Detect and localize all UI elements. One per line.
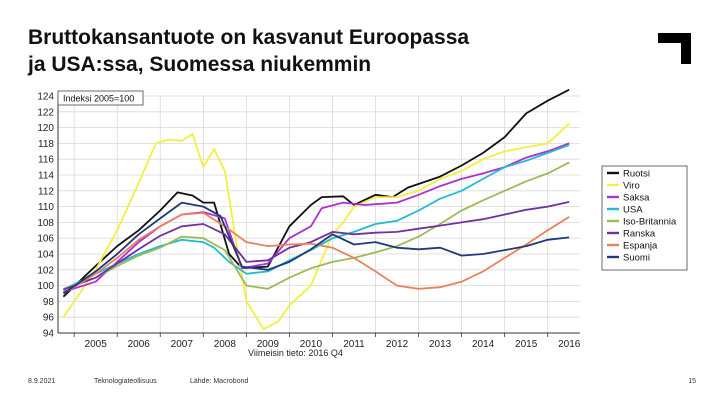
x-axis: 2005 2006 2007 2008 2009 2010 2011 2012 2013 2014… [58,332,581,350]
y-tick-label: 96 [43,313,55,324]
x-tick-label: 2005 [85,339,108,350]
footer-source: Lähde: Macrobond [190,378,249,385]
y-tick-label: 122 [37,107,54,118]
y-tick-label: 110 [38,202,54,213]
title-line-2: ja USA:ssa, Suomessa niukemmin [28,53,372,76]
x-tick-label: 2016 [558,339,581,350]
legend-item: Viro [623,181,640,192]
x-tick-label: 2008 [214,339,237,350]
index-label-box [57,90,144,106]
y-tick-label: 108 [37,218,54,229]
slide-title: Bruttokansantuote on kasvanut Euroopassa… [28,24,588,78]
x-tick-label: 2011 [343,339,365,350]
y-tick-label: 112 [38,186,54,197]
y-axis: 94 96 98 100 102 104 106 108 110 112 114 116 118 120 1… [37,92,59,340]
series-line-iso-britannia [63,161,570,290]
x-tick-label: 2006 [128,339,151,350]
y-tick-label: 102 [37,265,54,276]
y-tick-label: 94 [43,329,55,340]
x-tick-label: 2010 [300,339,323,350]
legend-item: Suomi [623,253,650,264]
y-tick-label: 106 [37,234,54,245]
x-tick-label: 2007 [171,339,194,350]
footer-organization: Teknologiateollisuus [94,378,157,385]
index-label: Indeksi 2005=100 [63,94,134,104]
y-tick-label: 124 [37,92,54,103]
series-line-espanja [62,212,570,295]
y-tick-label: 100 [37,281,54,292]
y-tick-label: 98 [43,297,55,308]
legend-item: USA [623,205,643,216]
chart-legend: RuotsiViroSaksaUSAIso-BritanniaRanskaEsp… [601,165,688,271]
x-tick-label: 2009 [257,339,280,350]
legend-item: Ruotsi [623,169,650,180]
legend-item: Espanja [623,241,658,252]
last-data-note: Viimeisin tieto: 2016 Q4 [248,348,343,358]
x-tick-label: 2015 [515,339,538,350]
x-tick-label: 2012 [386,339,409,350]
x-tick-label: 2014 [472,339,495,350]
y-tick-label: 104 [37,250,54,261]
chart-series [62,88,570,331]
y-tick-label: 118 [38,139,54,150]
legend-box [601,165,688,271]
y-tick-label: 114 [38,171,54,182]
legend-item: Saksa [623,193,650,204]
corner-bracket-logo-icon [658,33,691,64]
page-number: 15 [688,378,696,385]
x-tick-label: 2013 [429,339,452,350]
legend-item: Iso-Britannia [623,217,677,228]
gdp-line-chart: 94 96 98 100 102 104 106 108 110 112 114 116 118 120 1… [37,88,688,358]
series-line-ranska [63,201,570,291]
y-tick-label: 116 [38,155,54,166]
title-line-1: Bruttokansantuote on kasvanut Euroopassa [28,26,470,49]
series-line-suomi [62,201,570,295]
footer-date: 8.9.2021 [28,378,56,385]
series-line-ruotsi [62,88,570,298]
series-line-viro [62,123,570,331]
y-tick-label: 120 [37,123,54,134]
legend-item: Ranska [623,229,656,240]
